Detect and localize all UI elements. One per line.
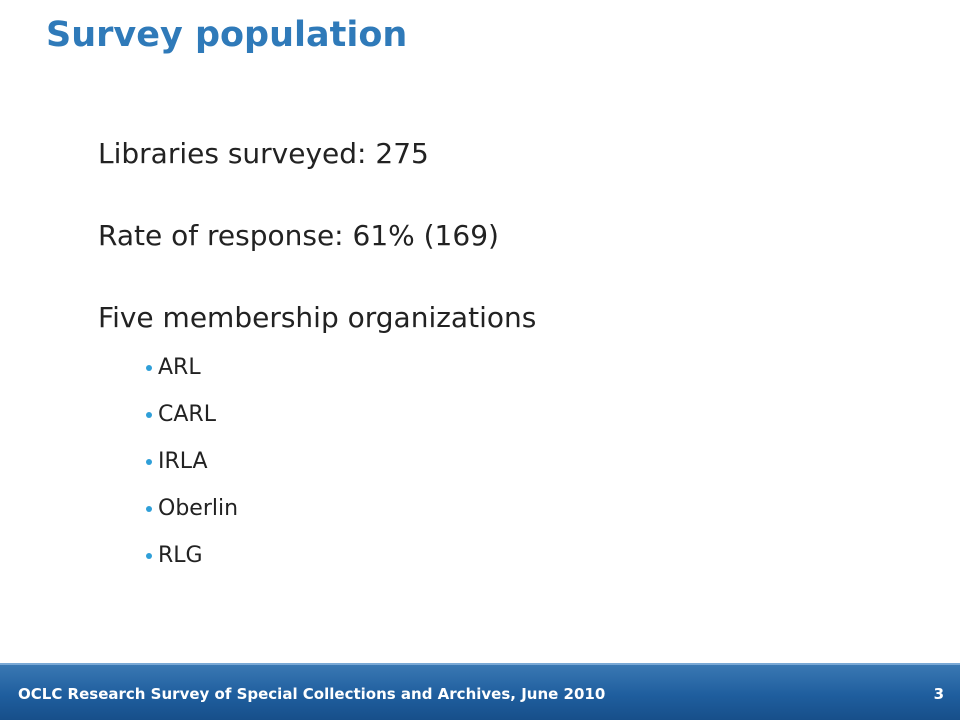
organization-list: ARL CARL IRLA Oberlin RLG (98, 344, 918, 579)
organization-label: IRLA (158, 449, 208, 474)
point-membership-organizations: Five membership organizations (98, 301, 537, 334)
bullet-icon (146, 364, 152, 371)
list-item: IRLA (146, 438, 918, 485)
bullet-icon (146, 411, 152, 418)
slide-title: Survey population (46, 15, 408, 55)
point-response-rate: Rate of response: 61% (169) (98, 219, 499, 252)
bullet-icon (146, 552, 152, 559)
list-item: Oberlin (146, 485, 918, 532)
list-item: ARL (146, 344, 918, 391)
footer-bar: OCLC Research Survey of Special Collecti… (0, 663, 960, 720)
organization-label: ARL (158, 355, 201, 380)
list-item: RLG (146, 532, 918, 579)
page-number: 3 (933, 685, 944, 703)
footer-text: OCLC Research Survey of Special Collecti… (18, 685, 606, 703)
organization-label: Oberlin (158, 496, 239, 521)
bullet-icon (146, 505, 152, 512)
list-item: CARL (146, 391, 918, 438)
organization-label: RLG (158, 543, 203, 568)
bullet-icon (146, 458, 152, 465)
organization-label: CARL (158, 402, 216, 427)
point-libraries-surveyed: Libraries surveyed: 275 (98, 137, 429, 170)
slide-content: Libraries surveyed: 275 Rate of response… (98, 128, 918, 579)
